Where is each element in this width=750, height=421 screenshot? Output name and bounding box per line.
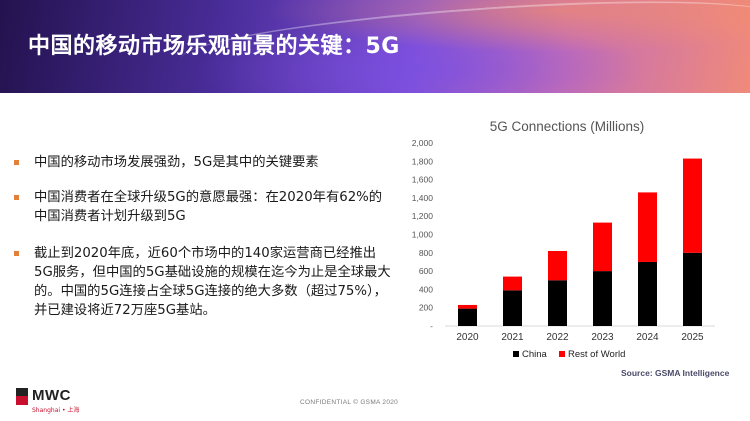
header-banner: 中国的移动市场乐观前景的关键：5G bbox=[0, 0, 750, 93]
bar-rest-of-world-2020 bbox=[458, 304, 477, 309]
bullet-item: 中国消费者在全球升级5G的意愿最强：在2020年有62%的中国消费者计划升级到5… bbox=[14, 188, 394, 226]
bullet-item: 中国的移动市场发展强劲，5G是其中的关键要素 bbox=[14, 153, 394, 172]
y-tick-label: 400 bbox=[419, 284, 433, 294]
bar-rest-of-world-2021 bbox=[503, 276, 522, 291]
chart-source: Source: GSMA Intelligence bbox=[621, 368, 730, 378]
bullet-text: 中国消费者在全球升级5G的意愿最强：在2020年有62%的中国消费者计划升级到5… bbox=[34, 190, 383, 224]
bullet-marker bbox=[14, 251, 19, 256]
x-tick-label: 2021 bbox=[501, 332, 524, 343]
bullet-text: 中国的移动市场发展强劲，5G是其中的关键要素 bbox=[34, 155, 319, 170]
bar-rest-of-world-2023 bbox=[593, 222, 612, 272]
legend-label: China bbox=[522, 349, 548, 360]
chart-legend: China Rest of World bbox=[513, 349, 625, 360]
bar-rest-of-world-2022 bbox=[548, 250, 567, 281]
connections-chart: 5G Connections (Millions) - 200 400 600 800 1… bbox=[405, 112, 735, 387]
bar-group bbox=[458, 158, 702, 326]
bar-china-2022 bbox=[548, 280, 567, 326]
y-tick-label: 1,800 bbox=[412, 156, 434, 166]
bar-china-2025 bbox=[683, 252, 702, 326]
y-tick-label: 2,000 bbox=[412, 138, 434, 148]
y-tick-label: 1,600 bbox=[412, 175, 434, 185]
logo-text: MWC bbox=[32, 387, 71, 404]
x-tick-label: 2024 bbox=[636, 332, 659, 343]
bar-rest-of-world-2024 bbox=[638, 192, 657, 262]
mwc-logo: MWC Shanghai • 上海 bbox=[16, 387, 106, 418]
chart-svg: 5G Connections (Millions) - 200 400 600 800 1… bbox=[412, 119, 715, 360]
chart-title: 5G Connections (Millions) bbox=[490, 119, 645, 134]
bullet-list: 中国的移动市场发展强劲，5G是其中的关键要素 中国消费者在全球升级5G的意愿最强… bbox=[14, 153, 394, 334]
x-tick-label: 2023 bbox=[591, 332, 614, 343]
x-tick-label: 2025 bbox=[681, 332, 704, 343]
x-tick-label: 2020 bbox=[456, 332, 479, 343]
confidential-notice: CONFIDENTIAL © GSMA 2020 bbox=[300, 399, 399, 406]
bullet-item: 截止到2020年底，近60个市场中的140家运营商已经推出5G服务，但中国的5G… bbox=[14, 244, 394, 320]
bullet-marker bbox=[14, 195, 19, 200]
y-axis: - 200 400 600 800 1,000 1,200 1,400 1,600 1,800 2,… bbox=[412, 138, 434, 331]
bar-china-2021 bbox=[503, 290, 522, 326]
bullet-text: 截止到2020年底，近60个市场中的140家运营商已经推出5G服务，但中国的5G… bbox=[34, 246, 391, 318]
bar-rest-of-world-2025 bbox=[683, 158, 702, 253]
page-title: 中国的移动市场乐观前景的关键：5G bbox=[28, 34, 400, 59]
bar-china-2023 bbox=[593, 271, 612, 326]
y-tick-label: 200 bbox=[419, 303, 433, 313]
y-tick-label: - bbox=[430, 321, 433, 331]
logo-subtitle: Shanghai • 上海 bbox=[32, 407, 80, 414]
y-tick-label: 1,400 bbox=[412, 193, 434, 203]
legend-swatch bbox=[513, 351, 519, 357]
bar-china-2020 bbox=[458, 308, 477, 326]
bar-china-2024 bbox=[638, 261, 657, 326]
logo-mark-red bbox=[16, 396, 28, 405]
y-tick-label: 600 bbox=[419, 266, 433, 276]
y-tick-label: 1,200 bbox=[412, 211, 434, 221]
legend-swatch bbox=[559, 351, 565, 357]
legend-label: Rest of World bbox=[568, 349, 625, 360]
y-tick-label: 800 bbox=[419, 248, 433, 258]
x-axis: 2020 2021 2022 2023 2024 2025 bbox=[456, 332, 704, 343]
bullet-marker bbox=[14, 160, 19, 165]
y-tick-label: 1,000 bbox=[412, 230, 434, 240]
x-tick-label: 2022 bbox=[546, 332, 569, 343]
